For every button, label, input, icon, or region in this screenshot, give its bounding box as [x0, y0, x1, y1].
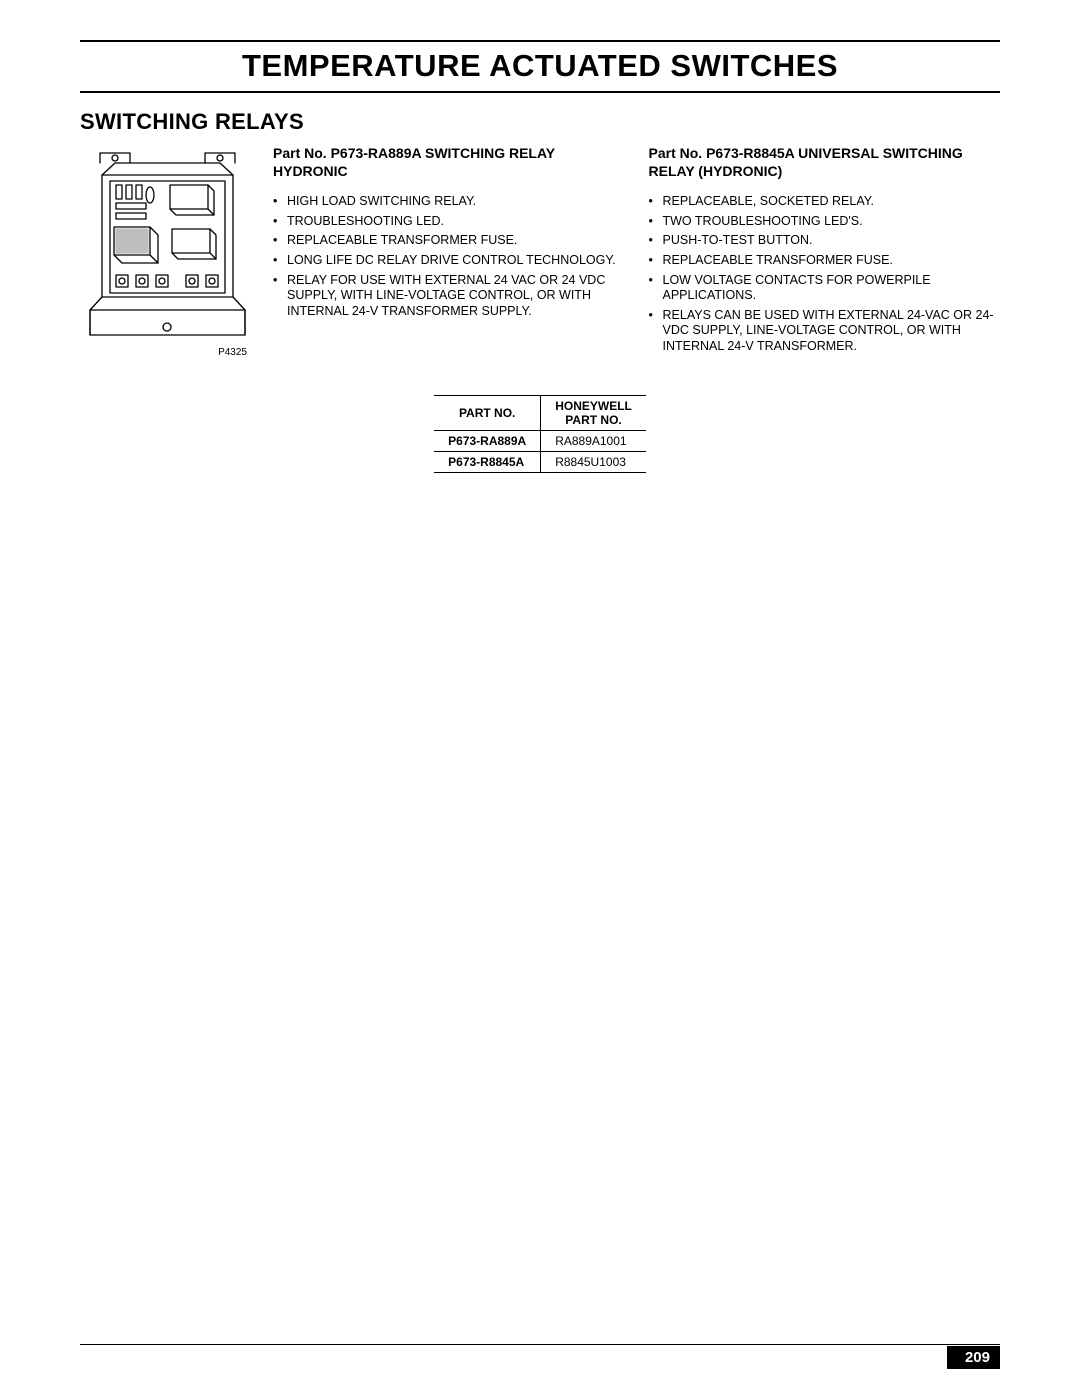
feature-item: LONG LIFE DC RELAY DRIVE CONTROL TECHNOL…: [287, 253, 625, 269]
content-row: P4325 Part No. P673-RA889A SWITCHING REL…: [80, 145, 1000, 359]
parts-table-wrap: PART NO. HONEYWELL PART NO. P673-RA889A …: [80, 395, 1000, 473]
feature-item: RELAY FOR USE WITH EXTERNAL 24 VAC OR 24…: [287, 273, 625, 320]
feature-item: HIGH LOAD SWITCHING RELAY.: [287, 194, 625, 210]
feature-item: PUSH-TO-TEST BUTTON.: [663, 233, 1001, 249]
table-body: P673-RA889A RA889A1001 P673-R8845A R8845…: [434, 430, 646, 472]
product-column-2: Part No. P673-R8845A UNIVERSAL SWITCHING…: [649, 145, 1001, 359]
feature-item: RELAYS CAN BE USED WITH EXTERNAL 24-VAC …: [663, 308, 1001, 355]
section-title: SWITCHING RELAYS: [80, 109, 1000, 135]
product-column-1: Part No. P673-RA889A SWITCHING RELAY HYD…: [273, 145, 625, 359]
product-heading: Part No. P673-RA889A SWITCHING RELAY HYD…: [273, 145, 625, 180]
table-row: P673-R8845A R8845U1003: [434, 451, 646, 472]
feature-list: REPLACEABLE, SOCKETED RELAY. TWO TROUBLES…: [649, 194, 1001, 355]
page-number: 209: [947, 1346, 1000, 1369]
parts-table: PART NO. HONEYWELL PART NO. P673-RA889A …: [434, 395, 646, 473]
illustration-label: P4325: [80, 347, 255, 358]
feature-item: REPLACEABLE, SOCKETED RELAY.: [663, 194, 1001, 210]
feature-item: LOW VOLTAGE CONTACTS FOR POWERPILE APPLI…: [663, 273, 1001, 304]
illustration-column: P4325: [80, 145, 255, 358]
relay-illustration: [80, 145, 255, 340]
table-header: HONEYWELL PART NO.: [541, 395, 646, 430]
feature-item: TWO TROUBLESHOOTING LED'S.: [663, 214, 1001, 230]
table-header: PART NO.: [434, 395, 541, 430]
table-cell: P673-R8845A: [434, 451, 541, 472]
feature-item: TROUBLESHOOTING LED.: [287, 214, 625, 230]
table-cell: RA889A1001: [541, 430, 646, 451]
page-title: TEMPERATURE ACTUATED SWITCHES: [80, 40, 1000, 93]
product-heading: Part No. P673-R8845A UNIVERSAL SWITCHING…: [649, 145, 1001, 180]
table-cell: P673-RA889A: [434, 430, 541, 451]
feature-item: REPLACEABLE TRANSFORMER FUSE.: [287, 233, 625, 249]
feature-list: HIGH LOAD SWITCHING RELAY. TROUBLESHOOTIN…: [273, 194, 625, 319]
table-row: P673-RA889A RA889A1001: [434, 430, 646, 451]
text-columns: Part No. P673-RA889A SWITCHING RELAY HYD…: [273, 145, 1000, 359]
table-cell: R8845U1003: [541, 451, 646, 472]
feature-item: REPLACEABLE TRANSFORMER FUSE.: [663, 253, 1001, 269]
footer-rule: [80, 1344, 1000, 1345]
